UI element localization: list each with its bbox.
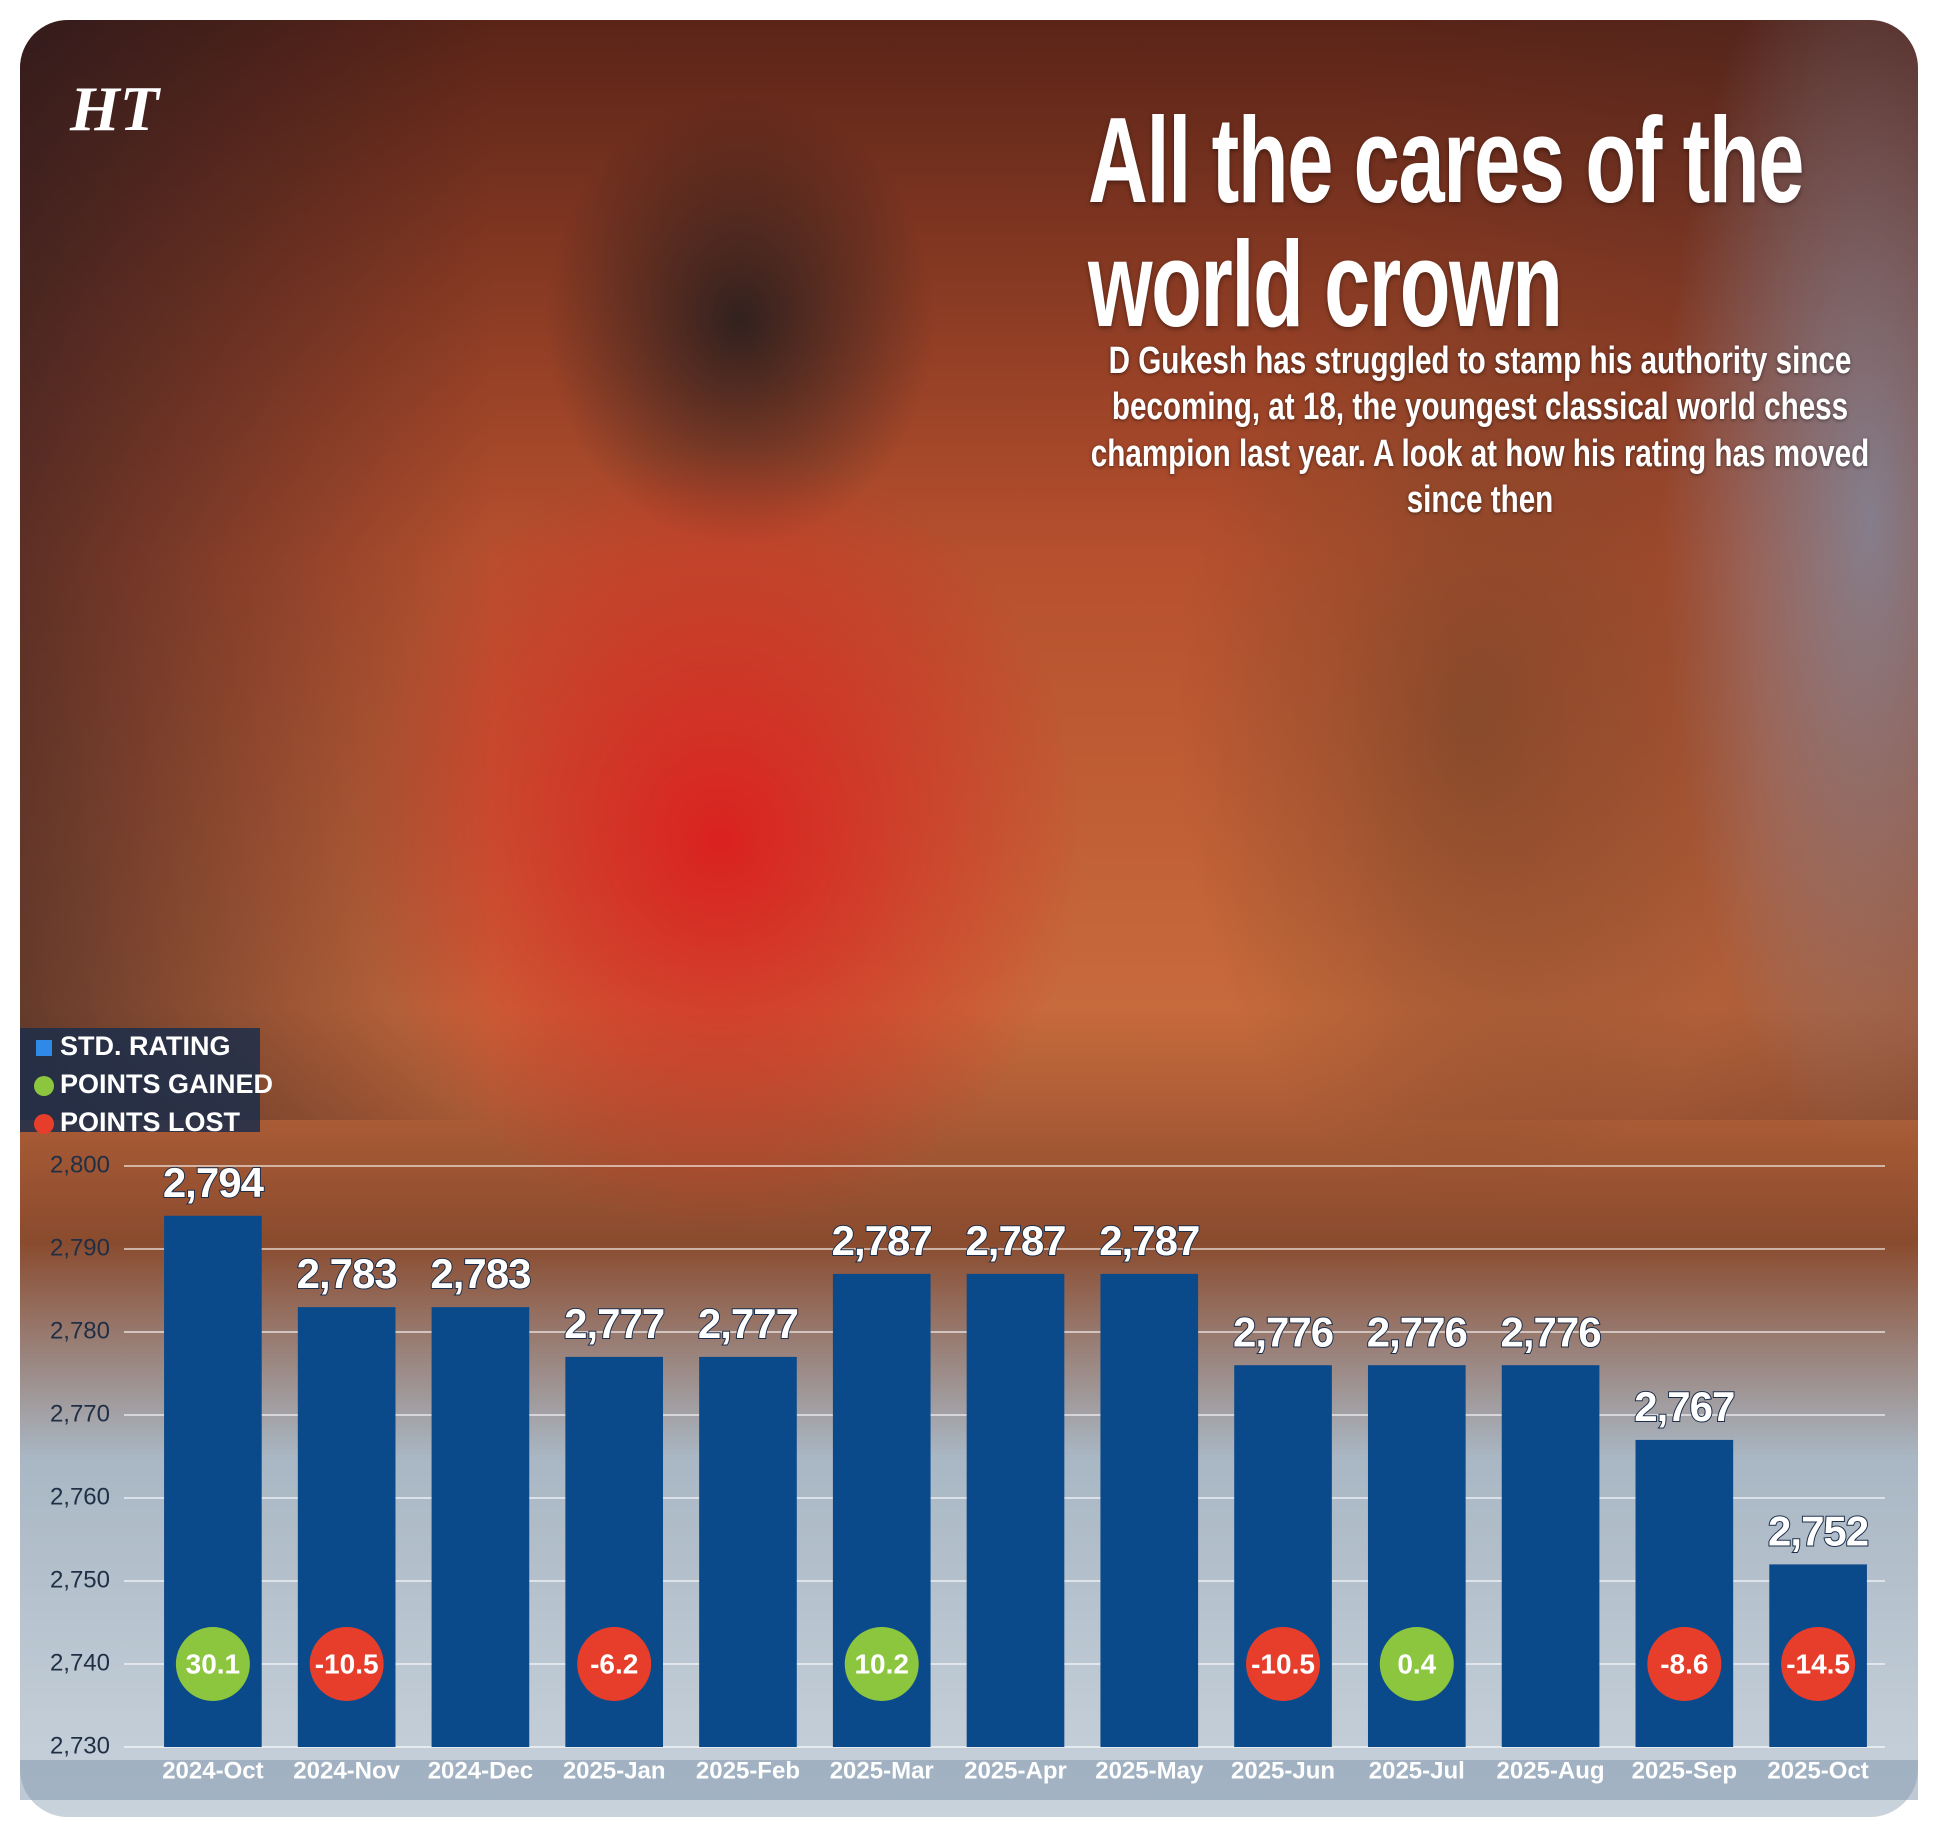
x-tick-label: 2024-Nov (293, 1757, 400, 1784)
x-tick-label: 2024-Dec (428, 1757, 533, 1784)
value-label: 2,777 (698, 1300, 798, 1347)
points-label: 10.2 (854, 1648, 909, 1679)
points-label: 30.1 (186, 1648, 241, 1679)
legend-marker (36, 1040, 52, 1056)
points-label: -14.5 (1786, 1648, 1850, 1679)
infographic-card: HT All the cares of the world crown D Gu… (20, 20, 1918, 1817)
x-tick-label: 2025-Jun (1231, 1757, 1335, 1784)
points-badge (1246, 1627, 1321, 1701)
x-tick-label: 2025-Feb (696, 1757, 800, 1784)
x-tick-label: 2024-Oct (162, 1757, 263, 1784)
x-tick-label: 2025-Oct (1767, 1757, 1868, 1784)
points-badge (1781, 1627, 1856, 1701)
y-tick-label: 2,790 (50, 1234, 110, 1261)
value-label: 2,777 (564, 1300, 664, 1347)
value-label: 2,752 (1768, 1507, 1868, 1554)
legend-marker (34, 1114, 54, 1134)
value-label: 2,794 (163, 1159, 265, 1206)
legend-marker (34, 1076, 54, 1096)
points-badge (175, 1627, 250, 1701)
points-badge (309, 1627, 384, 1701)
y-tick-label: 2,770 (50, 1400, 110, 1427)
legend-background (20, 1028, 260, 1132)
points-badge (1647, 1627, 1722, 1701)
x-tick-label: 2025-Jan (563, 1757, 666, 1784)
points-badge (577, 1627, 652, 1701)
value-label: 2,783 (430, 1250, 530, 1297)
points-label: -10.5 (1251, 1648, 1315, 1679)
bar (1100, 1273, 1199, 1747)
x-tick-label: 2025-May (1095, 1757, 1204, 1784)
y-tick-label: 2,760 (50, 1483, 110, 1510)
value-label: 2,787 (832, 1217, 932, 1264)
bar (699, 1356, 797, 1747)
x-tick-label: 2025-Sep (1632, 1757, 1737, 1784)
points-label: 0.4 (1397, 1648, 1436, 1679)
legend-label: STD. RATING (60, 1031, 231, 1061)
axis-band (20, 1760, 1918, 1800)
points-label: -8.6 (1660, 1648, 1708, 1679)
bar (966, 1273, 1065, 1747)
points-label: -6.2 (590, 1648, 638, 1679)
logo: HT (70, 73, 159, 144)
value-label: 2,787 (1099, 1217, 1199, 1264)
x-tick-label: 2025-Mar (830, 1757, 934, 1784)
points-label: -10.5 (315, 1648, 379, 1679)
value-label: 2,787 (965, 1217, 1065, 1264)
value-label: 2,776 (1501, 1308, 1601, 1355)
points-badge (1379, 1627, 1454, 1701)
legend-label: POINTS LOST (60, 1107, 241, 1137)
y-tick-label: 2,740 (50, 1649, 110, 1676)
x-tick-label: 2025-Aug (1497, 1757, 1605, 1784)
points-badge (844, 1627, 919, 1701)
value-label: 2,767 (1634, 1383, 1734, 1430)
legend-label: POINTS GAINED (60, 1069, 273, 1099)
x-tick-label: 2025-Apr (964, 1757, 1067, 1784)
x-tick-label: 2025-Jul (1369, 1757, 1465, 1784)
value-label: 2,783 (297, 1250, 397, 1297)
y-tick-label: 2,750 (50, 1566, 110, 1593)
bar (431, 1307, 530, 1747)
y-tick-label: 2,800 (50, 1151, 110, 1178)
y-tick-label: 2,780 (50, 1317, 110, 1344)
y-tick-label: 2,730 (50, 1732, 110, 1759)
value-label: 2,776 (1367, 1308, 1467, 1355)
value-label: 2,776 (1233, 1308, 1333, 1355)
bar (1501, 1365, 1600, 1747)
chart-title: All the cares of the world crown (1088, 92, 1804, 353)
chart-subtitle: D Gukesh has struggled to stamp his auth… (1090, 340, 1870, 522)
